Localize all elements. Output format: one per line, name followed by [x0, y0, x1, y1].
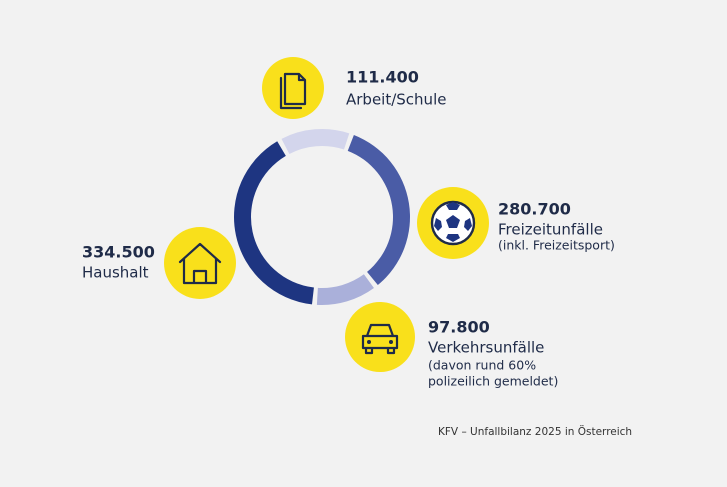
donut	[233, 128, 410, 306]
annotation: (davon rund 60%	[428, 358, 536, 373]
value-label: 97.800	[428, 318, 490, 337]
icon-documents	[262, 57, 324, 119]
icon-football	[417, 187, 489, 259]
icon-house	[164, 227, 236, 299]
value-label: 334.500	[82, 243, 155, 262]
donut-segment	[316, 274, 374, 306]
value-label: 111.400	[346, 68, 419, 87]
category-label: Freizeitunfälle	[498, 221, 603, 239]
category-label: Haushalt	[82, 264, 149, 282]
annotation: (inkl. Freizeitsport)	[498, 238, 615, 253]
donut-segment	[281, 128, 350, 154]
source: KFV – Unfallbilanz 2025 in Österreich	[438, 425, 632, 438]
value-label: 280.700	[498, 200, 571, 219]
donut-segment	[347, 134, 410, 286]
icon-car	[345, 302, 415, 372]
category-label: Arbeit/Schule	[346, 91, 446, 109]
donut-segment	[233, 141, 314, 305]
category-label: Verkehrsunfälle	[428, 339, 544, 357]
annotation: polizeilich gemeldet)	[428, 374, 558, 389]
